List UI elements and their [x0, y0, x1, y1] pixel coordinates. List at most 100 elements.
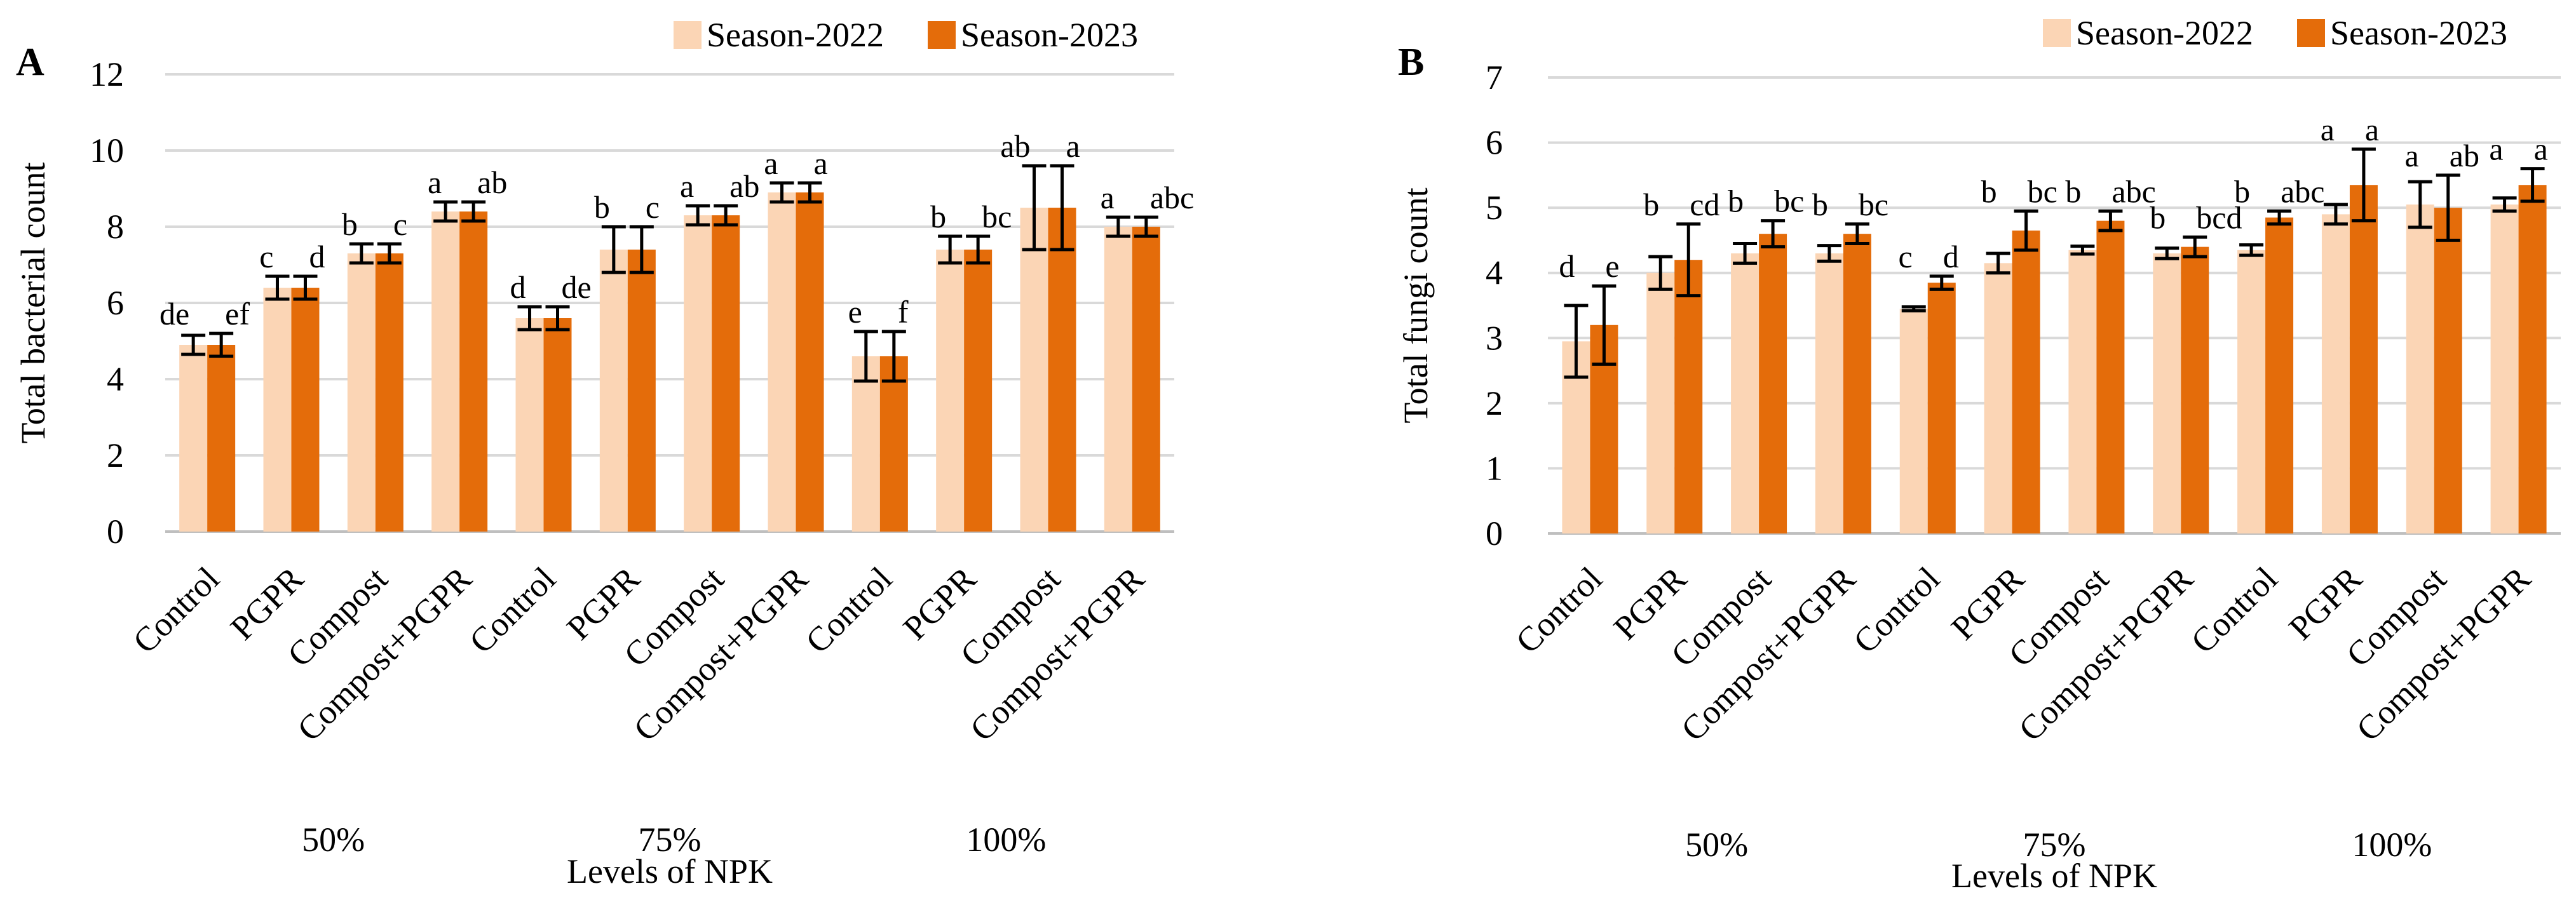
- panelb-significance-letter: b: [1981, 173, 1997, 209]
- panelb-significance-letter: bc: [1859, 187, 1888, 222]
- panela-y-tick-label: 2: [107, 436, 124, 474]
- panelb-bar-season-2022: [2406, 205, 2434, 533]
- panela-bar-season-2022: [768, 192, 796, 532]
- panela-bar-season-2022: [936, 250, 965, 532]
- panela-bar-season-2022: [684, 215, 712, 532]
- panela-bar-season-2023: [543, 318, 572, 532]
- panela-bar-season-2023: [291, 288, 320, 532]
- panela-bar-season-2023: [1048, 208, 1076, 532]
- panela-error-bar: [433, 200, 458, 223]
- panelb-bar-season-2023: [2434, 208, 2462, 534]
- panelb-significance-letter: a: [2365, 112, 2379, 147]
- panelb-bar-season-2023: [1674, 260, 1703, 533]
- panelb-error-bar: [2436, 173, 2460, 242]
- panelb-significance-letter: c: [1899, 239, 1913, 274]
- panela-bar-season-2022: [515, 318, 544, 532]
- panelb-bar-season-2023: [1927, 283, 1956, 533]
- panelb-error-bar: [2070, 245, 2095, 256]
- panela-significance-letter: de: [562, 269, 592, 305]
- panela-bar-season-2023: [459, 211, 488, 532]
- panela-significance-letter: b: [342, 206, 358, 242]
- panela-error-bar: [714, 204, 738, 227]
- panela-significance-letter: ef: [225, 296, 250, 332]
- panelb-group-label: 50%: [1685, 826, 1748, 864]
- panelb-legend-swatch: [2043, 19, 2071, 47]
- panelb-y-tick-label: 6: [1486, 124, 1503, 162]
- panela-significance-letter: de: [159, 296, 189, 332]
- panela-significance-letter: a: [814, 145, 828, 181]
- panelb-significance-letter: bcd: [2196, 199, 2242, 235]
- panelb-error-bar: [2183, 235, 2207, 258]
- panela-legend-swatch: [674, 21, 702, 49]
- panela-bar-season-2022: [347, 253, 376, 532]
- panela-error-bar: [629, 225, 654, 274]
- panelb-error-bar: [1817, 244, 1841, 263]
- panela-bar-season-2022: [179, 345, 208, 532]
- panela-error-bar: [461, 200, 486, 223]
- panela-bar-season-2023: [1132, 227, 1160, 532]
- panela-bar-season-2023: [879, 356, 908, 532]
- panelb-bar-season-2022: [1899, 309, 1928, 533]
- panela-y-tick-label: 0: [107, 513, 124, 551]
- panela-legend-label: Season-2023: [961, 16, 1138, 54]
- panelb-significance-letter: bc: [1774, 184, 1804, 219]
- panela-legend-label: Season-2022: [707, 16, 884, 54]
- panela-error-bar: [881, 330, 906, 383]
- panela-significance-letter: abc: [1150, 180, 1194, 215]
- panela-error-bar: [1022, 164, 1047, 251]
- panela-error-bar: [853, 330, 878, 383]
- panela-error-bar: [1050, 164, 1074, 251]
- panelb-error-bar: [1592, 284, 1617, 366]
- panelb-error-bar: [2014, 209, 2038, 252]
- panela-significance-letter: d: [510, 269, 526, 305]
- panela-y-axis-label: Total bacterial count: [14, 162, 52, 443]
- panelb-x-axis-label: Levels of NPK: [1951, 857, 2157, 895]
- panelb-bar-season-2022: [2321, 214, 2350, 533]
- panelb-error-bar: [2492, 196, 2517, 213]
- panela-significance-letter: a: [1101, 180, 1115, 215]
- panela-significance-letter: ab: [477, 164, 507, 200]
- panelb-significance-letter: d: [1559, 248, 1575, 284]
- panela-error-bar: [966, 234, 991, 265]
- panelb-significance-letter: bc: [2028, 173, 2057, 209]
- panela-y-tick-label: 10: [90, 131, 124, 170]
- panelb-error-bar: [1901, 305, 1926, 312]
- panela-bar-season-2022: [1104, 227, 1132, 532]
- panela-bar-season-2023: [627, 250, 656, 532]
- panelb-legend: Season-2022 Season-2023: [2043, 14, 2507, 52]
- panelb-bar-season-2023: [2518, 185, 2547, 533]
- panelb-error-bar: [2323, 203, 2348, 226]
- panelb-significance-letter: a: [2321, 112, 2335, 147]
- panelb-bar-season-2022: [1646, 272, 1675, 533]
- panela-significance-letter: f: [898, 294, 909, 330]
- panelb-y-tick-label: 2: [1486, 384, 1503, 422]
- panelb-error-bar: [2408, 180, 2432, 229]
- panela-bar-season-2023: [964, 250, 993, 532]
- panela-error-bar: [797, 181, 822, 204]
- panelb-bar-season-2022: [2237, 250, 2266, 533]
- panela-significance-letter: c: [393, 206, 407, 242]
- panela-y-tick-label: 6: [107, 284, 124, 322]
- panela-significance-letter: d: [309, 239, 325, 274]
- panelb-bar-season-2022: [2153, 253, 2181, 533]
- panela-bar-season-2023: [375, 253, 403, 532]
- panela-bar-season-2022: [1020, 208, 1048, 532]
- panelb-y-tick-label: 0: [1486, 514, 1503, 553]
- panela-significance-letter: ab: [1000, 128, 1030, 164]
- panela-error-bar: [209, 332, 234, 358]
- panelb-significance-letter: e: [1605, 248, 1619, 284]
- panelb-significance-letter: b: [2150, 199, 2166, 235]
- panela-significance-letter: a: [680, 168, 694, 204]
- panelb-legend-label: Season-2022: [2076, 14, 2253, 52]
- panelb-y-tick-label: 1: [1486, 449, 1503, 487]
- panelb-significance-letter: abc: [2281, 173, 2324, 209]
- panelb-error-bar: [1986, 251, 2010, 275]
- panelb-y-tick-label: 5: [1486, 189, 1503, 227]
- panela-significance-letter: c: [259, 239, 273, 274]
- panelb-bar-season-2023: [1843, 234, 1871, 533]
- panelb-significance-letter: d: [1943, 239, 1959, 274]
- panela-error-bar: [377, 242, 402, 265]
- panelb-error-bar: [2155, 246, 2179, 260]
- panela-group-label: 75%: [639, 821, 702, 859]
- panelb-error-bar: [1564, 304, 1589, 379]
